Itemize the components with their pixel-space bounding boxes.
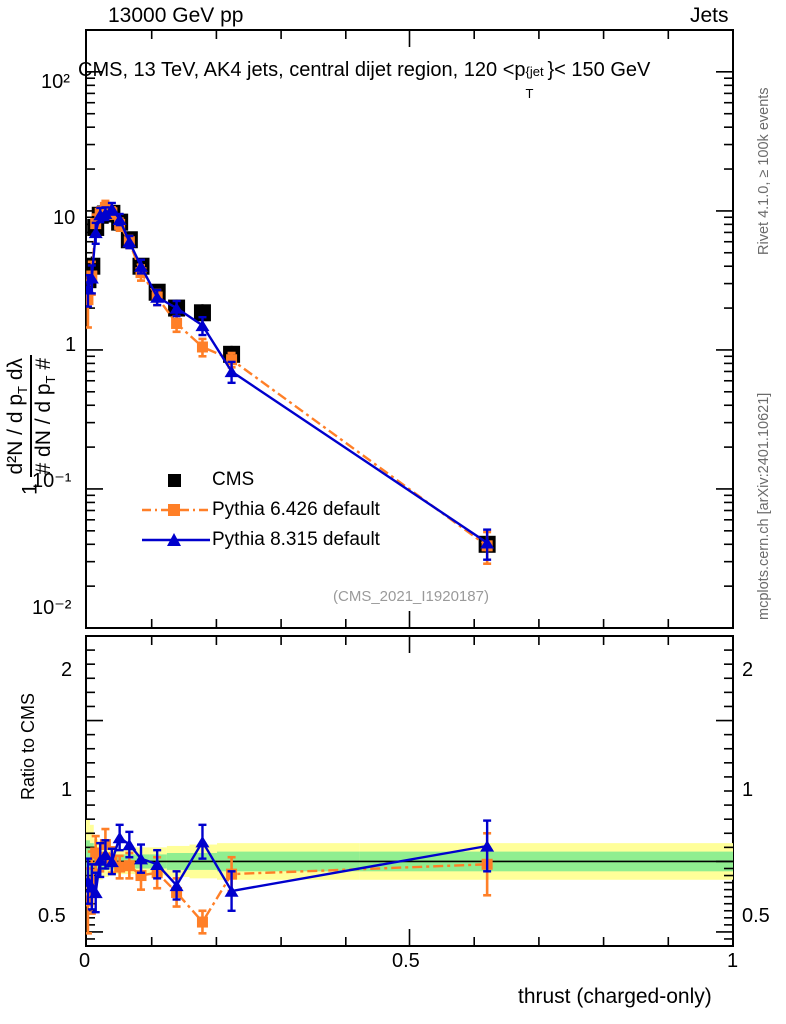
legend-label-pythia8: Pythia 8.315 default (212, 529, 380, 550)
plot-title-main: CMS, 13 TeV, AK4 jets, central dijet reg… (78, 59, 526, 81)
xtick-label-05: 0.5 (392, 950, 420, 972)
legend-label-cms: CMS (212, 469, 255, 490)
main-ytick-label-1e2: 10² (41, 71, 70, 93)
main-ytick-label-1e-2: 10⁻² (32, 597, 72, 619)
plot-title-subscript: T (525, 86, 534, 101)
ratio-panel-x-ticks (85, 636, 734, 946)
main-ytick-label-1e-1: 10⁻¹ (32, 470, 72, 492)
plot-title-tail: }< 150 GeV (547, 59, 651, 81)
ratio-ytick-label-2-left: 2 (61, 659, 73, 681)
legend-marker-cms (168, 474, 181, 487)
header-right: Jets (690, 4, 729, 27)
main-ytick-label-10: 10 (53, 207, 76, 229)
legend-marker-pythia6 (142, 504, 210, 516)
legend-entry-pythia8[interactable]: Pythia 8.315 default (140, 525, 380, 555)
xtick-label-1: 1 (727, 950, 739, 972)
main-panel-x-ticks (85, 30, 734, 628)
plot-title-superscript: {jet (525, 64, 544, 79)
header-left: 13000 GeV pp (108, 4, 244, 27)
analysis-id-watermark: (CMS_2021_I1920187) (333, 588, 489, 605)
ratio-ytick-label-05-left: 0.5 (38, 905, 66, 927)
legend-entry-cms[interactable]: CMS (140, 465, 380, 495)
main-panel-data (86, 199, 496, 566)
ratio-ytick-label-1-right: 1 (742, 779, 754, 801)
legend-entry-pythia6[interactable]: Pythia 6.426 default (140, 495, 380, 525)
legend[interactable]: CMS Pythia 6.426 default Pythia 8.315 de… (140, 465, 380, 555)
xtick-label-0: 0 (79, 950, 91, 972)
ratio-ytick-label-2-right: 2 (742, 659, 754, 681)
legend-label-pythia6: Pythia 6.426 default (212, 499, 380, 520)
ratio-panel-data (86, 819, 495, 935)
plot-title: CMS, 13 TeV, AK4 jets, central dijet reg… (78, 59, 651, 101)
ratio-ytick-label-05-right: 0.5 (742, 905, 770, 927)
x-axis-label: thrust (charged-only) (518, 985, 712, 1008)
main-ytick-label-1: 1 (65, 334, 77, 356)
legend-marker-pythia8 (142, 533, 210, 546)
ratio-ytick-label-1-left: 1 (61, 779, 73, 801)
